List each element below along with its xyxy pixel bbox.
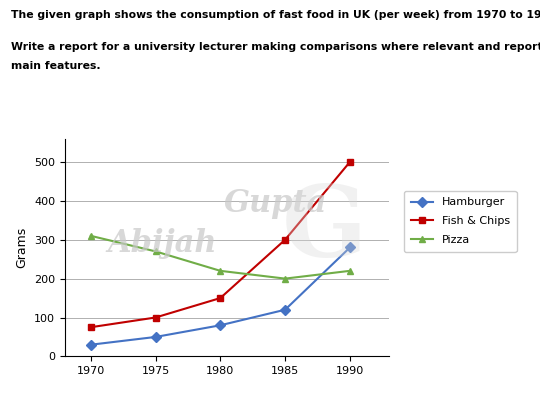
- Text: The given graph shows the consumption of fast food in UK (per week) from 1970 to: The given graph shows the consumption of…: [11, 10, 540, 20]
- Text: main features.: main features.: [11, 61, 100, 71]
- Text: G: G: [281, 181, 367, 278]
- Text: Write a report for a university lecturer making comparisons where relevant and r: Write a report for a university lecturer…: [11, 42, 540, 51]
- Legend: Hamburger, Fish & Chips, Pizza: Hamburger, Fish & Chips, Pizza: [404, 191, 517, 252]
- Text: Gupta: Gupta: [224, 188, 327, 219]
- Text: Abijah: Abijah: [107, 228, 217, 259]
- Y-axis label: Grams: Grams: [16, 227, 29, 268]
